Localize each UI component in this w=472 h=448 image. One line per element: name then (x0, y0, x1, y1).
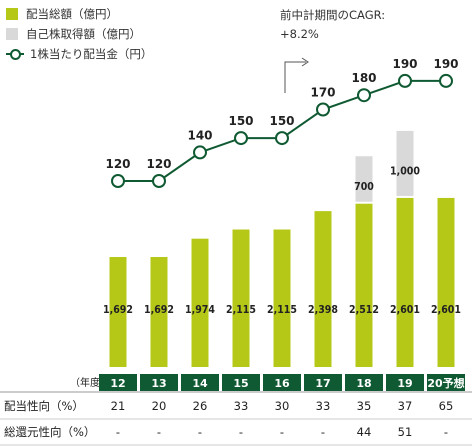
dividend-value-label: 2,601 (390, 304, 420, 316)
year-box (99, 374, 137, 391)
table-cell: - (321, 425, 325, 439)
year-box (181, 374, 219, 391)
dividend-bar (273, 229, 291, 367)
table-cell: 33 (316, 399, 331, 413)
cagr-arrow-head (301, 57, 309, 67)
dividend-value-label: 2,398 (308, 304, 338, 316)
table-cell: 20 (152, 399, 167, 413)
year-label: 14 (192, 377, 208, 390)
dividend-bar (109, 257, 127, 367)
legend-label-buyback: 自己株取得額（億円） (26, 27, 141, 41)
legend-buyback: 自己株取得額（億円） (6, 26, 141, 42)
year-box (304, 374, 342, 391)
dps-value-label: 190 (433, 57, 458, 71)
buyback-value-label: 1,000 (390, 165, 420, 177)
year-label: 13 (151, 377, 166, 390)
buyback-bar (355, 156, 373, 202)
buyback-bar (396, 130, 414, 196)
dividend-value-label: 2,601 (431, 304, 461, 316)
table-cell: 44 (357, 425, 372, 439)
dividend-value-label: 2,115 (226, 304, 256, 316)
year-label: 18 (356, 377, 371, 390)
dps-point (357, 88, 371, 103)
dps-value-label: 120 (146, 157, 171, 171)
year-box (263, 374, 301, 391)
dps-value-label: 120 (105, 157, 130, 171)
dps-value-label: 180 (351, 71, 376, 85)
year-label: 15 (233, 377, 248, 390)
year-label: 19 (397, 377, 412, 390)
year-label: 16 (274, 377, 290, 390)
dps-point (316, 102, 330, 117)
buyback-value-label: 700 (354, 181, 374, 193)
year-label: 20予想 (427, 376, 464, 390)
dps-value-label: 150 (228, 114, 253, 128)
table-cell: 30 (275, 399, 290, 413)
dps-value-label: 190 (392, 57, 417, 71)
year-box (427, 374, 465, 391)
table-cell: 65 (439, 399, 454, 413)
legend-swatch-buyback (6, 28, 18, 40)
year-box (386, 374, 424, 391)
year-label: 17 (315, 377, 330, 390)
table-cell: 26 (193, 399, 208, 413)
dps-point (234, 131, 248, 146)
cagr-annotation-line1: 前中計期間のCAGR: (280, 8, 386, 22)
dividend-bar (314, 211, 332, 367)
dividend-bar (191, 238, 209, 367)
dividend-value-label: 1,692 (103, 304, 133, 316)
year-box (140, 374, 178, 391)
dps-point (398, 73, 412, 88)
cagr-annotation-line2: +8.2% (280, 27, 319, 41)
dividend-bar (355, 203, 373, 367)
dividend-value-label: 2,512 (349, 304, 379, 316)
table-cell: 33 (234, 399, 249, 413)
legend-dps: 1株当たり配当金（円） (6, 46, 152, 62)
dps-value-label: 150 (269, 114, 294, 128)
table-cell: - (116, 425, 120, 439)
dps-value-label: 140 (187, 128, 212, 142)
dps-point (439, 73, 453, 88)
cagr-bracket (284, 61, 306, 93)
legend-total-dividend: 配当総額（億円） (6, 6, 118, 22)
table-cell: 37 (398, 399, 413, 413)
table-cell: - (280, 425, 284, 439)
dps-point (111, 174, 125, 188)
dividend-value-label: 1,974 (185, 304, 215, 316)
dividend-bar (396, 197, 414, 367)
year-box (345, 374, 383, 391)
cagr-annotation: 前中計期間のCAGR: +8.2% (280, 6, 385, 44)
dps-point (152, 174, 166, 188)
table-cell: 21 (111, 399, 126, 413)
dividend-bar (437, 197, 455, 367)
legend-label-dps: 1株当たり配当金（円） (30, 47, 153, 61)
dps-point (193, 145, 207, 160)
legend-label-total-dividend: 配当総額（億円） (26, 7, 118, 21)
table-cell: - (198, 425, 202, 439)
table-cell: 51 (398, 425, 413, 439)
table-cell: - (444, 425, 448, 439)
table-row-label: 配当性向（%） (4, 399, 84, 413)
table-cell: - (157, 425, 161, 439)
legend-swatch-total-dividend (6, 8, 18, 20)
dividend-value-label: 1,692 (144, 304, 174, 316)
dividend-bar (232, 229, 250, 367)
table-cell: - (239, 425, 243, 439)
dps-value-label: 170 (310, 86, 335, 100)
table-cell: 35 (357, 399, 372, 413)
dps-point (275, 131, 289, 146)
table-row-label: 総還元性向（%） (4, 425, 95, 439)
year-box (222, 374, 260, 391)
year-label: 12 (110, 377, 125, 390)
legend-swatch-dps (6, 48, 24, 60)
dividend-bar (150, 257, 168, 367)
dividend-value-label: 2,115 (267, 304, 297, 316)
